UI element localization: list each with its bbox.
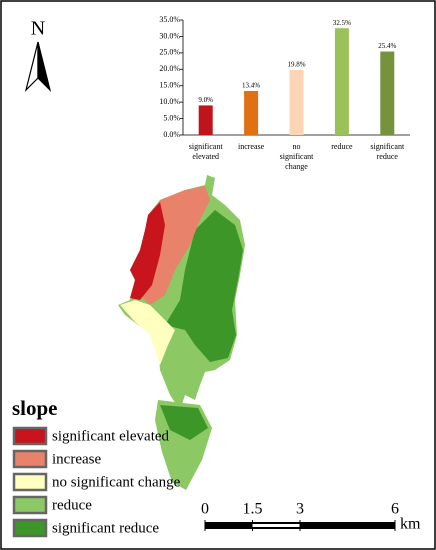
legend-swatch [12,495,48,515]
bar [289,69,304,135]
y-tick-label: 30.0% [159,31,180,40]
legend-label: increase [52,451,101,467]
north-arrow: N [24,18,52,92]
scale-tick-label: 6 [391,501,399,518]
x-tick-label: increase [238,142,265,151]
legend-swatch [12,518,48,538]
legend-swatch [12,449,48,469]
scale-tick-label: 0 [201,501,209,518]
bar [380,51,395,135]
legend-swatch [12,472,48,492]
bar [334,28,349,135]
scale-segment [252,524,300,527]
value-label: 32.5% [333,19,351,27]
scale-tick-label: 1.5 [243,501,263,518]
y-tick-label: 20.0% [159,64,180,73]
region-no-change [120,300,175,365]
y-tick-label: 10.0% [159,97,180,106]
scale-tick-label: 3 [296,501,304,518]
legend-swatch [12,426,48,446]
x-tick-label: significant elevated [189,142,224,161]
value-label: 13.4% [242,82,260,90]
arrow-right [37,41,52,92]
legend-label: no significant change [52,474,181,490]
legend-label: significant elevated [52,428,170,444]
value-label: 9.0% [198,96,213,104]
y-tick-label: 15.0% [159,81,180,90]
x-tick-label: no significant change [280,142,315,171]
y-tick-label: 0.0% [163,130,180,139]
bar [198,105,213,135]
legend-label: significant reduce [52,520,159,536]
bar [244,90,259,135]
region-increase [140,186,210,305]
legend-title: slope [12,396,58,420]
x-tick-label: significant reduce [370,142,405,161]
y-tick-label: 5.0% [163,113,180,122]
legend-label: reduce [52,497,92,513]
region-significant-reduce [165,210,243,362]
y-tick-label: 35.0% [159,15,180,24]
map [118,175,245,490]
region-south-reduce [160,405,208,440]
value-label: 25.4% [378,42,396,50]
value-label: 19.8% [287,61,305,69]
north-label: N [31,18,45,40]
x-tick-label: reduce [331,142,353,151]
region-elevated [130,202,165,300]
scale-unit: km [400,516,421,533]
y-tick-label: 25.0% [159,48,180,57]
